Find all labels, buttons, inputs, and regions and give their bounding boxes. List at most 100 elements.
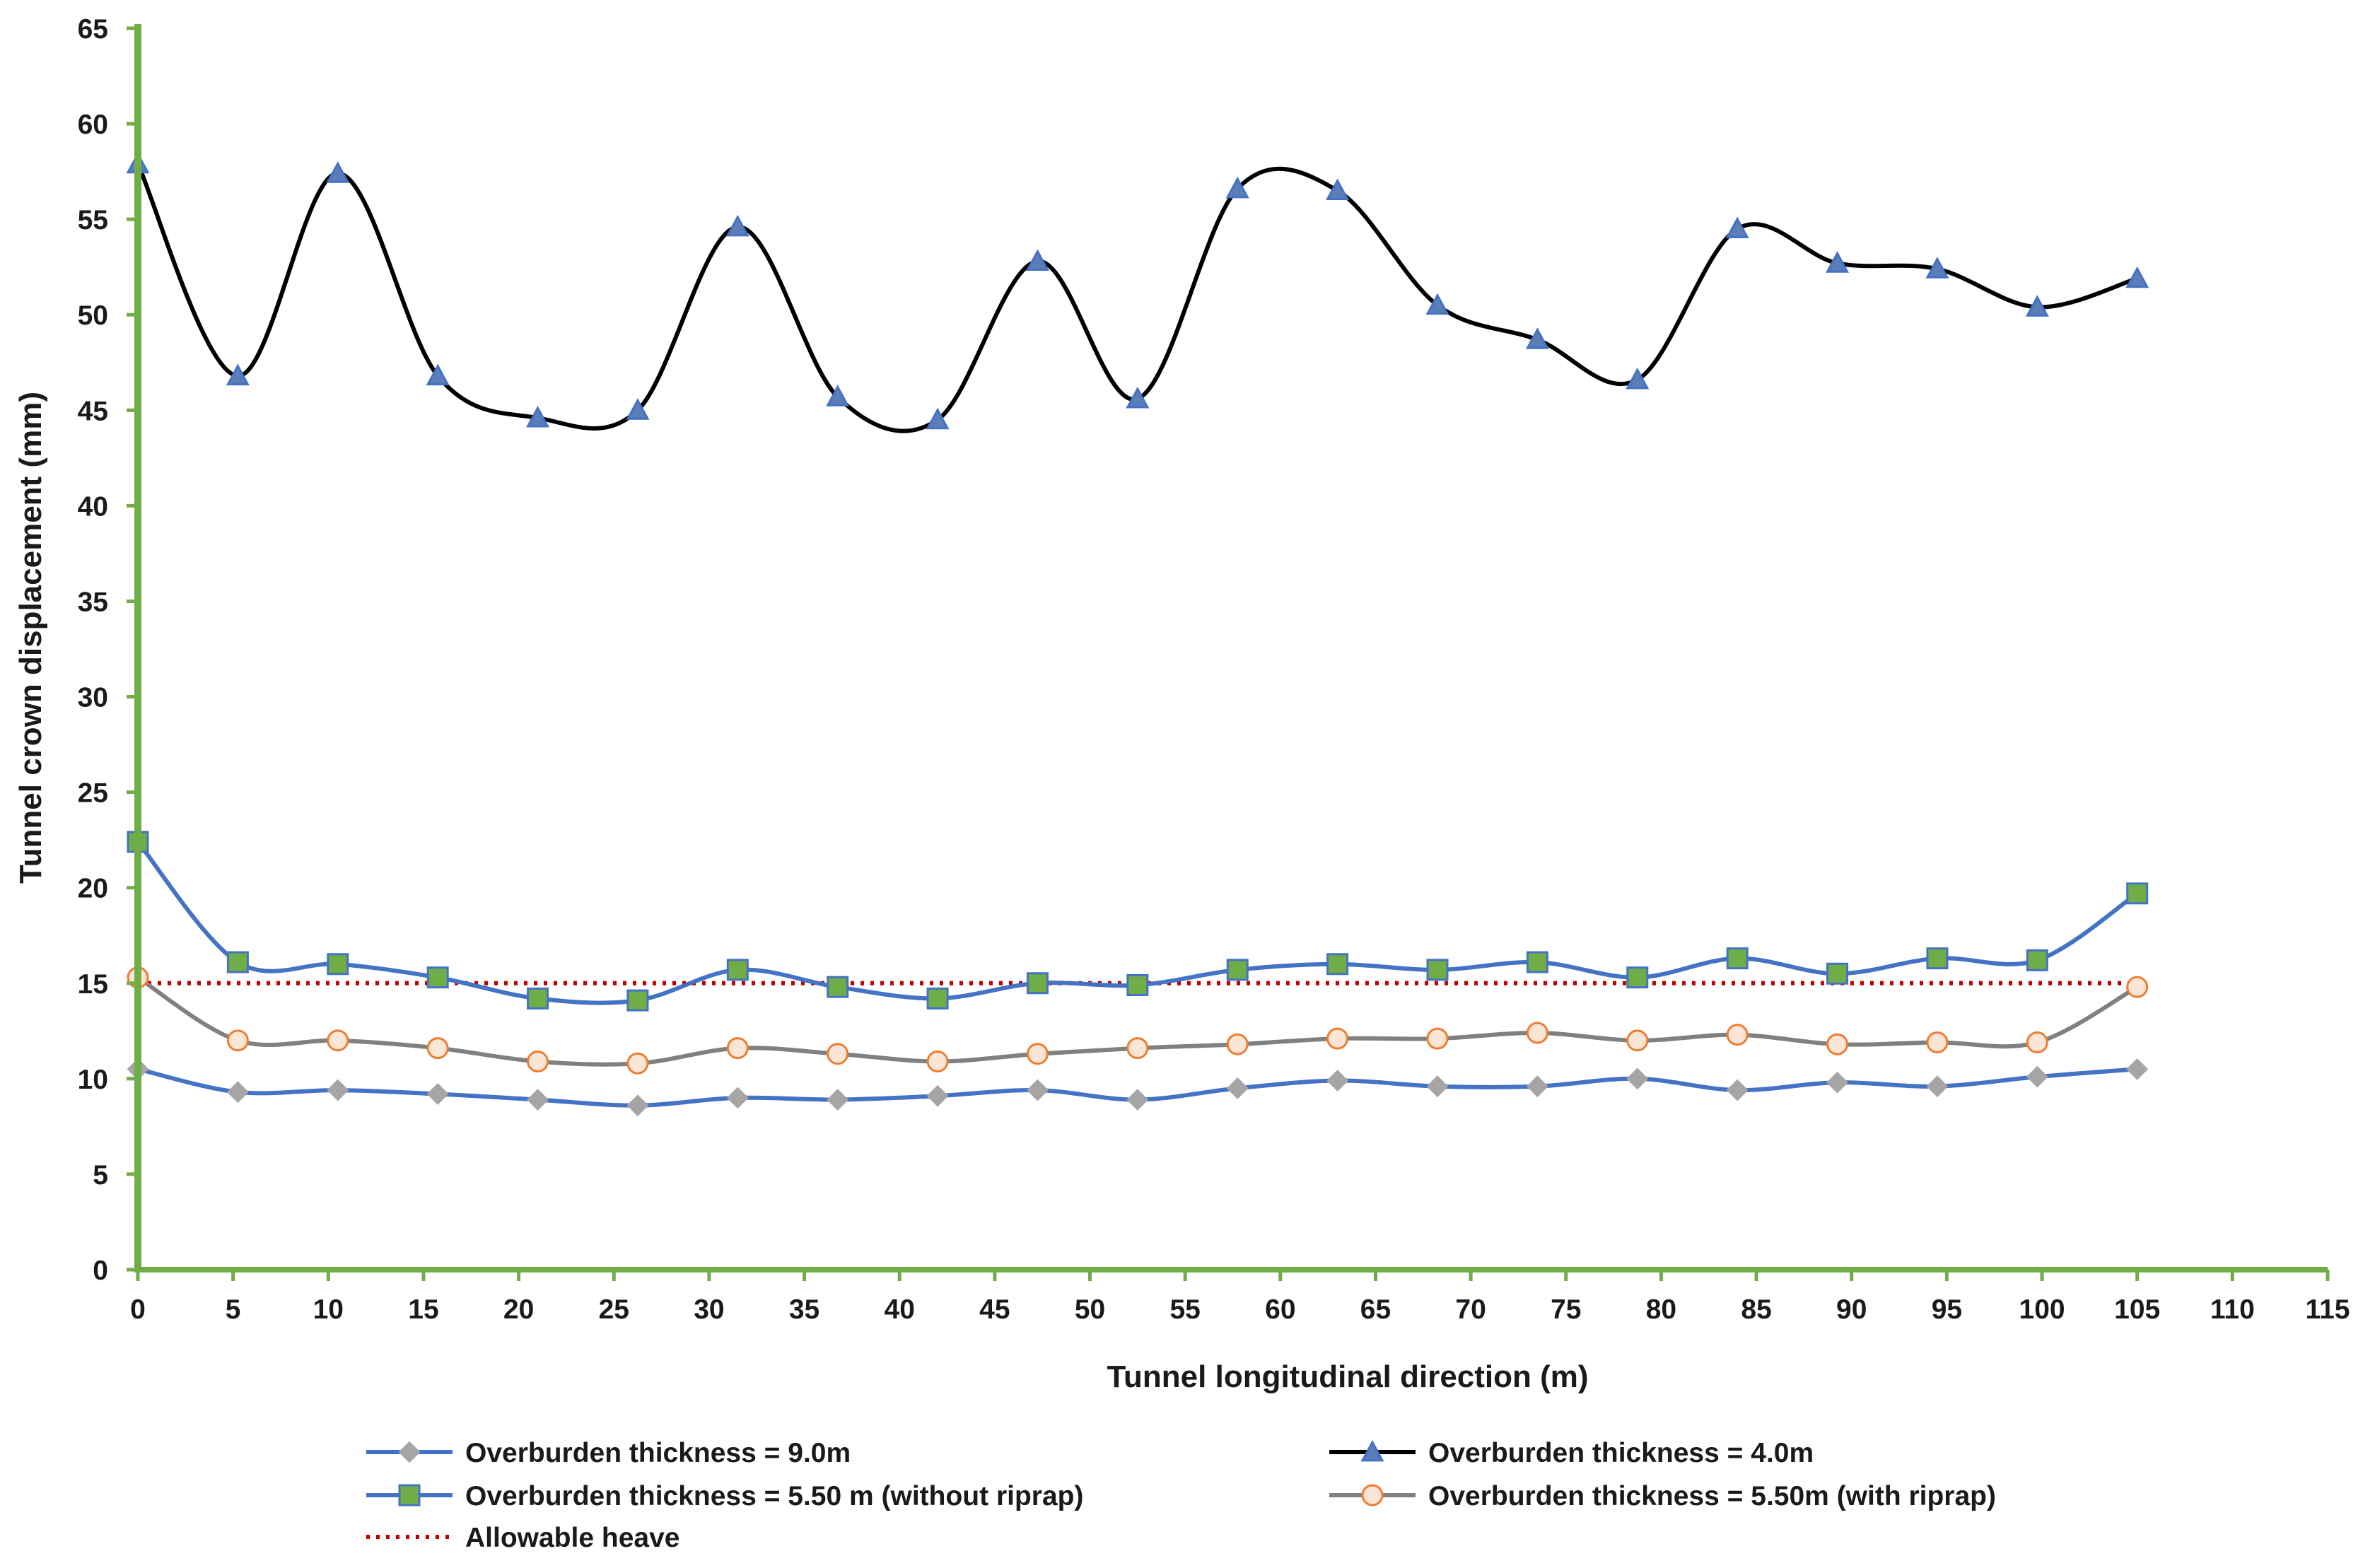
y-tick-label: 15 — [78, 969, 108, 1000]
y-tick-label: 45 — [78, 396, 108, 426]
series-1-point-8 — [827, 1089, 849, 1111]
x-tick-label: 95 — [1932, 1294, 1962, 1325]
series-1-point-15 — [1526, 1075, 1548, 1098]
series-4-point-20 — [2026, 1031, 2048, 1054]
x-tick-label: 90 — [1836, 1294, 1867, 1325]
series-1-point-17 — [1726, 1079, 1749, 1101]
legend-label: Overburden thickness = 9.0m — [465, 1438, 851, 1468]
x-tick-label: 60 — [1265, 1294, 1295, 1325]
x-tick-label: 110 — [2210, 1294, 2255, 1325]
x-tick-label: 80 — [1646, 1294, 1676, 1325]
series-3-point-4 — [426, 966, 449, 989]
y-tick-label: 60 — [78, 110, 108, 140]
series-2-point-12 — [1225, 176, 1249, 199]
series-4-point-17 — [1726, 1024, 1749, 1046]
series-3-point-21 — [2126, 882, 2149, 905]
series-1-point-7 — [726, 1087, 749, 1109]
series-4-point-11 — [1126, 1037, 1149, 1060]
tick-labels-layer: 0 5 10 15 20 25 30 35 40 45 50 55 60 65 70 75 80 85 90 95 10… — [78, 14, 2350, 1325]
series-4-point-8 — [827, 1043, 849, 1065]
series-4-point-16 — [1626, 1029, 1649, 1052]
series-1-point-12 — [1226, 1077, 1249, 1099]
x-tick-label: 10 — [313, 1294, 344, 1325]
legend-marker — [1360, 1439, 1384, 1462]
series-2-point-16 — [1626, 367, 1650, 390]
legend-item: Overburden thickness = 5.50m (with ripra… — [1329, 1481, 1996, 1511]
y-tick-label: 20 — [78, 874, 108, 904]
legend-item: Overburden thickness = 5.50 m (without r… — [366, 1481, 1083, 1511]
series-2-point-5 — [526, 405, 550, 428]
series-2-point-7 — [725, 214, 749, 237]
x-tick-label: 35 — [789, 1294, 819, 1325]
series-3-point-8 — [827, 976, 849, 998]
series-4-point-9 — [926, 1051, 949, 1073]
y-tick-label: 50 — [78, 300, 108, 331]
series-1-point-2 — [226, 1081, 249, 1104]
y-tick-label: 10 — [78, 1065, 108, 1095]
legend-item: Overburden thickness = 9.0m — [366, 1438, 851, 1468]
legend-marker — [1361, 1484, 1384, 1506]
series-3-point-16 — [1626, 966, 1649, 989]
series-1-point-16 — [1626, 1067, 1649, 1090]
y-tick-label: 35 — [78, 587, 108, 617]
y-axis-title: Tunnel crown displacement (mm) — [13, 392, 48, 884]
series-2-point-20 — [2025, 295, 2049, 317]
series-4-point-4 — [426, 1037, 449, 1060]
series-3-point-6 — [626, 989, 649, 1012]
series-1-point-3 — [327, 1079, 349, 1101]
y-tick-label: 0 — [93, 1256, 108, 1286]
series-1-point-19 — [1926, 1075, 1949, 1098]
legend-item: Overburden thickness = 4.0m — [1329, 1438, 1814, 1468]
series-2-point-3 — [326, 161, 350, 183]
series-1-point-6 — [626, 1094, 649, 1117]
series-1-point-21 — [2126, 1058, 2149, 1080]
x-axis-title: Tunnel longitudinal direction (m) — [1107, 1359, 1588, 1394]
legend-marker — [398, 1441, 421, 1463]
series-3-point-20 — [2026, 949, 2048, 971]
series-4-point-18 — [1826, 1033, 1849, 1055]
legend-label: Overburden thickness = 5.50m (with ripra… — [1428, 1481, 1996, 1511]
series-2-point-8 — [826, 385, 850, 406]
x-tick-label: 115 — [2306, 1294, 2350, 1325]
series-2-point-9 — [926, 407, 950, 430]
x-tick-label: 50 — [1075, 1294, 1105, 1325]
series-3-point-12 — [1226, 959, 1249, 981]
x-tick-label: 0 — [130, 1294, 146, 1325]
series-2-point-10 — [1025, 249, 1049, 271]
x-tick-label: 25 — [599, 1294, 629, 1325]
series-4-point-13 — [1326, 1027, 1349, 1050]
series-3-point-7 — [726, 959, 749, 981]
series-3-point-3 — [327, 953, 349, 976]
series-3-point-5 — [527, 987, 549, 1010]
series-1-point-20 — [2026, 1065, 2048, 1088]
legend-marker — [398, 1484, 421, 1506]
series-3-point-10 — [1026, 972, 1049, 995]
series-2-point-4 — [426, 363, 450, 386]
series-4-point-10 — [1026, 1043, 1049, 1065]
series-1-point-11 — [1126, 1089, 1149, 1111]
y-tick-label: 30 — [78, 683, 108, 713]
series-1-point-13 — [1326, 1070, 1349, 1092]
x-tick-label: 5 — [226, 1294, 241, 1325]
x-tick-label: 100 — [2019, 1294, 2065, 1325]
series-2-point-14 — [1425, 293, 1449, 315]
legend-label: Overburden thickness = 5.50 m (without r… — [465, 1481, 1083, 1511]
x-tick-label: 15 — [408, 1294, 438, 1325]
series-3-point-18 — [1826, 962, 1849, 985]
series-1-point-5 — [527, 1089, 549, 1111]
x-tick-label: 40 — [885, 1294, 915, 1325]
series-2-point-21 — [2125, 266, 2149, 288]
series-4-point-14 — [1426, 1027, 1449, 1050]
series-3-point-11 — [1126, 973, 1149, 996]
series-1-point-9 — [926, 1084, 949, 1107]
series-3-point-19 — [1926, 947, 1949, 970]
x-tick-label: 45 — [979, 1294, 1010, 1325]
series-1-point-4 — [426, 1083, 449, 1105]
series-2-point-11 — [1126, 386, 1150, 409]
y-tick-label: 65 — [78, 14, 108, 45]
series-markers-layer — [126, 151, 2149, 1117]
series-2-point-15 — [1525, 327, 1549, 349]
y-tick-label: 25 — [78, 778, 108, 809]
